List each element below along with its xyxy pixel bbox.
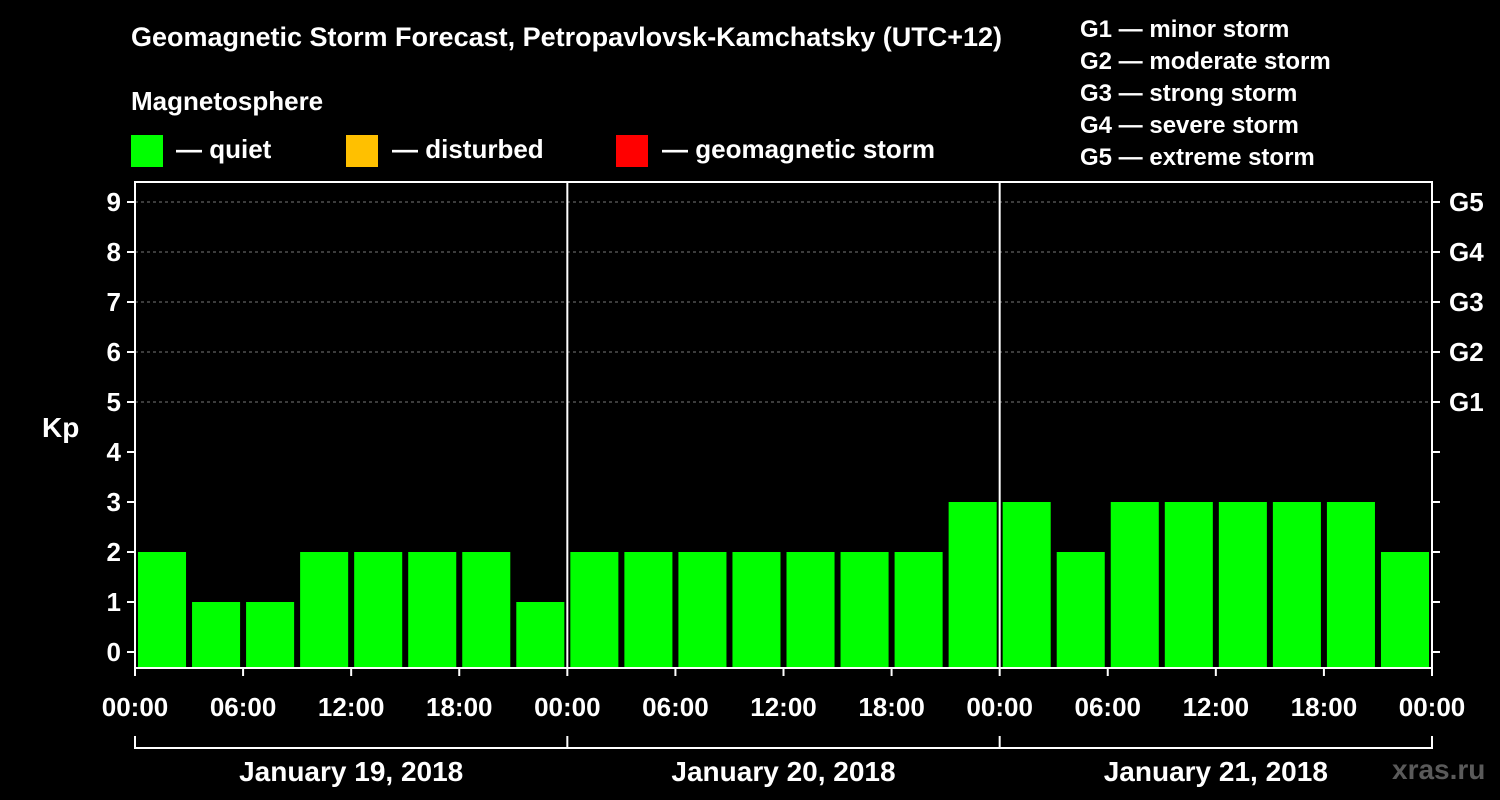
y-tick-label: 0 xyxy=(107,637,121,667)
y-tick-label: 3 xyxy=(107,487,121,517)
chart-title: Geomagnetic Storm Forecast, Petropavlovs… xyxy=(131,22,1003,52)
kp-bar xyxy=(1326,502,1375,667)
kp-bar xyxy=(138,552,187,667)
legend-label-disturbed: — disturbed xyxy=(392,134,544,164)
day-label: January 20, 2018 xyxy=(671,756,895,787)
x-tick-label: 12:00 xyxy=(1183,692,1250,722)
kp-bar xyxy=(354,552,403,667)
y-tick-label: 7 xyxy=(107,287,121,317)
y-axis-title: Kp xyxy=(42,412,79,443)
x-tick-label: 00:00 xyxy=(102,692,169,722)
y-tick-label: 5 xyxy=(107,387,121,417)
kp-bar xyxy=(408,552,457,667)
kp-bar xyxy=(1002,502,1051,667)
g-scale-label: G4 xyxy=(1449,237,1484,267)
kp-bar xyxy=(786,552,835,667)
x-tick-label: 18:00 xyxy=(426,692,493,722)
x-tick-label: 12:00 xyxy=(750,692,817,722)
kp-bar xyxy=(1056,552,1105,667)
kp-bar xyxy=(516,602,565,667)
x-tick-label: 06:00 xyxy=(642,692,709,722)
kp-bar xyxy=(1380,552,1429,667)
y-tick-label: 8 xyxy=(107,237,121,267)
y-tick-label: 9 xyxy=(107,187,121,217)
legend-heading: Magnetosphere xyxy=(131,86,324,116)
kp-bar xyxy=(570,552,619,667)
legend-label-quiet: — quiet xyxy=(176,134,272,164)
legend-swatch-storm xyxy=(616,135,648,167)
kp-bar xyxy=(300,552,349,667)
kp-bar xyxy=(1110,502,1159,667)
y-tick-label: 6 xyxy=(107,337,121,367)
x-tick-label: 00:00 xyxy=(534,692,601,722)
g-scale-label: G1 xyxy=(1449,387,1484,417)
y-tick-label: 2 xyxy=(107,537,121,567)
y-tick-label: 4 xyxy=(107,437,122,467)
day-label: January 21, 2018 xyxy=(1104,756,1328,787)
legend-swatch-disturbed xyxy=(346,135,378,167)
g-scale-label: G2 xyxy=(1449,337,1484,367)
y-tick-label: 1 xyxy=(107,587,121,617)
storm-scale-g4: G4 — severe storm xyxy=(1080,112,1299,139)
storm-scale-g5: G5 — extreme storm xyxy=(1080,144,1315,171)
x-tick-label: 12:00 xyxy=(318,692,385,722)
g-scale-label: G5 xyxy=(1449,187,1484,217)
kp-bar xyxy=(1164,502,1213,667)
x-tick-label: 00:00 xyxy=(966,692,1033,722)
g-scale-label: G3 xyxy=(1449,287,1484,317)
kp-bar xyxy=(948,502,997,667)
watermark: xras.ru xyxy=(1392,754,1486,785)
x-tick-label: 18:00 xyxy=(1291,692,1358,722)
kp-bar xyxy=(246,602,295,667)
kp-bar xyxy=(840,552,889,667)
x-tick-label: 06:00 xyxy=(1075,692,1142,722)
kp-bar xyxy=(678,552,727,667)
kp-bar xyxy=(1272,502,1321,667)
kp-bar xyxy=(732,552,781,667)
kp-bar xyxy=(624,552,673,667)
kp-bar xyxy=(192,602,241,667)
legend-label-storm: — geomagnetic storm xyxy=(662,134,936,164)
x-tick-label: 06:00 xyxy=(210,692,277,722)
kp-bar xyxy=(894,552,943,667)
storm-scale-g3: G3 — strong storm xyxy=(1080,80,1298,107)
day-label: January 19, 2018 xyxy=(239,756,463,787)
storm-scale-g2: G2 — moderate storm xyxy=(1080,48,1331,75)
legend-swatch-quiet xyxy=(131,135,163,167)
x-tick-label: 18:00 xyxy=(858,692,925,722)
kp-bar xyxy=(462,552,511,667)
kp-bar xyxy=(1218,502,1267,667)
x-tick-label: 00:00 xyxy=(1399,692,1466,722)
storm-scale-g1: G1 — minor storm xyxy=(1080,16,1290,43)
